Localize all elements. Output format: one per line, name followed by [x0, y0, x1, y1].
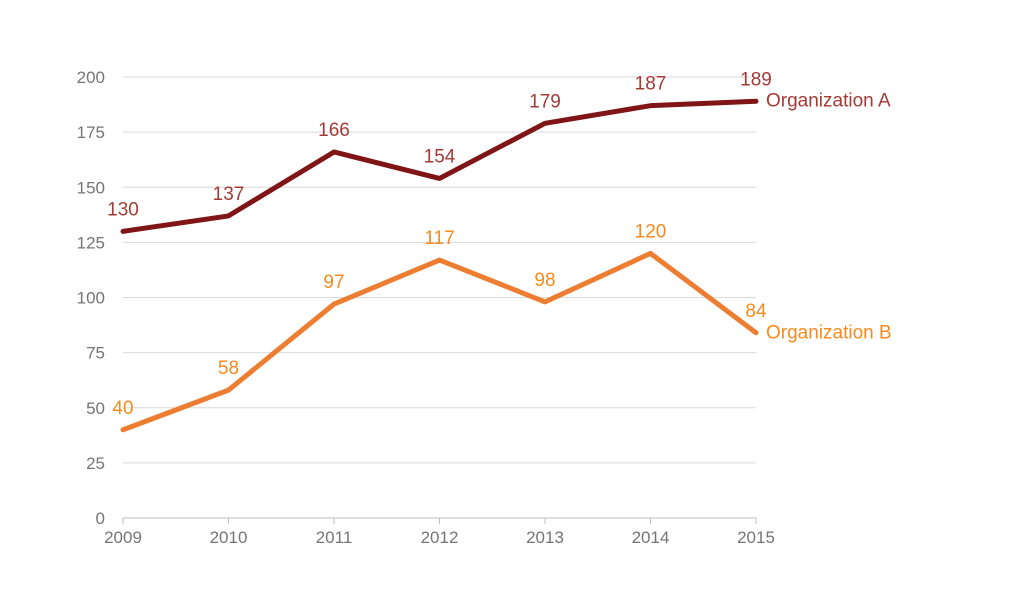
y-axis-tick-label: 175: [77, 123, 105, 142]
data-label-organization-a: 166: [318, 120, 350, 141]
y-axis-tick-label: 150: [77, 178, 105, 197]
x-axis-tick-label: 2011: [316, 528, 353, 547]
series-label-organization-a: Organization A: [766, 90, 891, 112]
data-label-organization-a: 187: [635, 74, 667, 95]
data-label-organization-a: 179: [529, 91, 561, 112]
x-axis-tick-label: 2009: [104, 528, 142, 547]
x-axis-tick-label: 2013: [526, 528, 564, 547]
data-label-organization-b: 117: [424, 228, 454, 249]
y-axis-tick-label: 100: [77, 289, 105, 308]
series-line-organization-a: [120, 98, 759, 234]
data-label-organization-b: 58: [218, 358, 239, 379]
series-line-organization-b: [120, 250, 759, 433]
x-axis-tick-label: 2012: [421, 528, 459, 547]
x-axis-tick-label: 2014: [632, 528, 670, 547]
x-axis-tick-label: 2010: [210, 528, 248, 547]
y-axis-tick-label: 50: [86, 399, 105, 418]
data-label-organization-a: 137: [213, 184, 245, 205]
data-label-organization-b: 120: [635, 221, 667, 242]
x-axis-tick-label: 2015: [737, 528, 775, 547]
data-label-organization-a: 130: [107, 199, 139, 220]
data-label-organization-b: 84: [745, 301, 767, 322]
y-axis-tick-label: 200: [77, 68, 105, 87]
y-axis-tick-label: 75: [86, 344, 105, 363]
data-label-organization-b: 40: [112, 398, 133, 419]
y-axis-tick-label: 125: [77, 233, 105, 252]
series-label-organization-b: Organization B: [766, 322, 892, 344]
data-label-organization-a: 189: [740, 69, 772, 90]
data-label-organization-a: 154: [424, 146, 456, 167]
data-label-organization-b: 97: [323, 272, 344, 293]
y-axis-tick-label: 25: [86, 454, 105, 473]
data-label-organization-b: 98: [534, 270, 555, 291]
y-axis-tick-label: 0: [96, 509, 105, 528]
